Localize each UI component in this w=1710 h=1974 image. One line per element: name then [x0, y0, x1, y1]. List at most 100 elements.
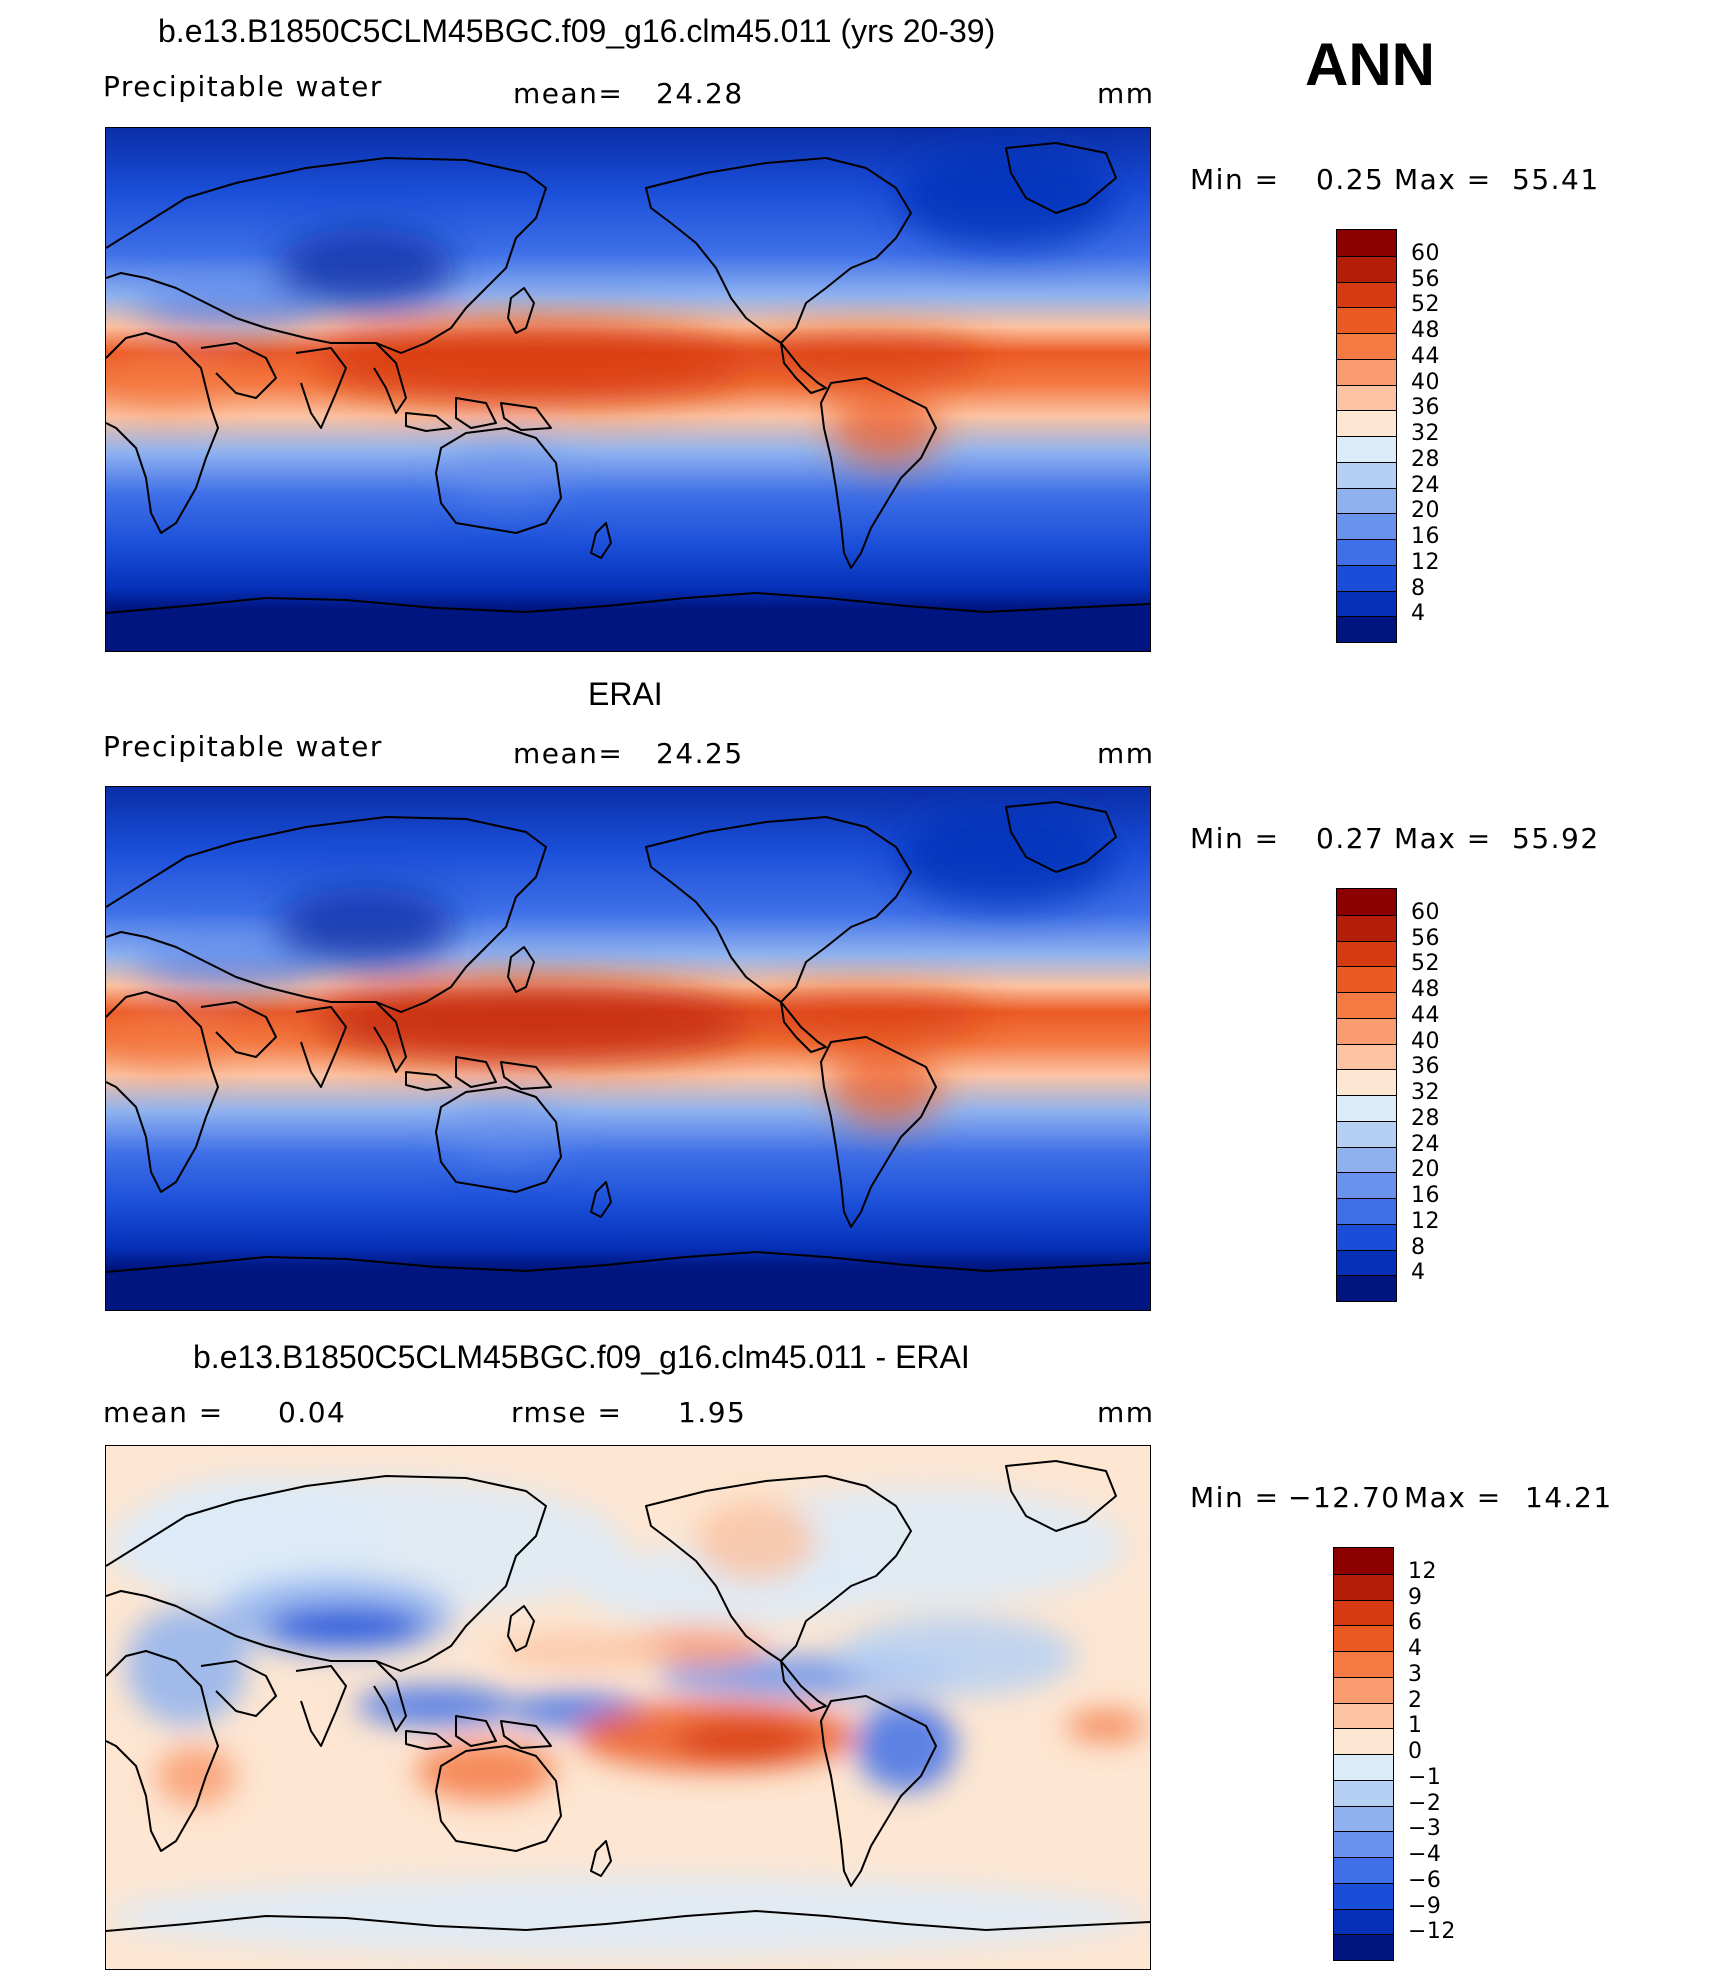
colorbar-separator — [1337, 539, 1396, 540]
coastline — [1005, 142, 1117, 214]
colorbar-swatch — [1337, 590, 1396, 617]
panel1-mean-value: 24.28 — [656, 77, 744, 110]
coastline — [1005, 801, 1117, 873]
colorbar-swatch — [1337, 1172, 1396, 1198]
colorbar-tick-label: 9 — [1408, 1584, 1423, 1610]
panel3-map — [105, 1445, 1151, 1970]
colorbar-tick-label: 44 — [1411, 1002, 1440, 1028]
colorbar-swatch — [1334, 1779, 1393, 1806]
colorbar-separator — [1337, 1275, 1396, 1277]
colorbar-separator — [1337, 914, 1396, 916]
coastline — [106, 332, 219, 534]
coastline — [435, 1745, 562, 1852]
colorbar-separator — [1337, 1120, 1396, 1122]
colorbar-tick-label: 28 — [1411, 1105, 1440, 1131]
coastline — [500, 402, 552, 431]
panel2-max-label: Max = — [1394, 822, 1492, 855]
panel2-min-value: 0.27 — [1316, 822, 1385, 855]
colorbar-swatch — [1334, 1599, 1393, 1626]
colorbar-tick-label: 8 — [1411, 575, 1426, 601]
colorbar-separator — [1334, 1676, 1393, 1678]
coastline — [455, 1715, 497, 1747]
colorbar-swatch — [1334, 1573, 1393, 1600]
colorbar-separator — [1334, 1599, 1393, 1601]
coastline — [106, 991, 219, 1193]
coastline — [507, 1605, 535, 1652]
coastline — [590, 1181, 612, 1218]
coastline — [435, 427, 562, 534]
colorbar-tick-label: 44 — [1411, 343, 1440, 369]
colorbar-swatch — [1337, 1146, 1396, 1173]
colorbar-tick-label: 2 — [1408, 1687, 1423, 1713]
colorbar-separator — [1337, 255, 1396, 257]
coastline — [200, 342, 277, 399]
colorbar-separator — [1337, 1043, 1396, 1045]
colorbar-separator — [1337, 966, 1396, 968]
colorbar-swatch — [1337, 487, 1396, 514]
colorbar-tick-label: −9 — [1408, 1893, 1442, 1919]
colorbar-swatch — [1337, 410, 1396, 436]
coastline — [106, 1251, 1150, 1273]
panel1-mean-label: mean= — [513, 77, 624, 110]
panel2-units: mm — [1097, 737, 1155, 770]
colorbar-swatch — [1337, 384, 1396, 411]
colorbar-tick-label: 6 — [1408, 1610, 1423, 1636]
colorbar-separator — [1337, 333, 1396, 334]
colorbar-swatch — [1337, 539, 1396, 565]
map-canvas — [106, 787, 1150, 1310]
colorbar-tick-label: −3 — [1408, 1816, 1442, 1842]
colorbar-swatch — [1337, 1069, 1396, 1095]
coastline — [200, 1001, 277, 1058]
colorbar-swatch — [1337, 992, 1396, 1018]
colorbar-swatch — [1337, 1249, 1396, 1276]
colorbar-swatch — [1334, 1548, 1393, 1574]
colorbar-separator — [1334, 1573, 1393, 1575]
panel2-mean-value: 24.25 — [656, 737, 744, 770]
coastline — [106, 1475, 547, 1672]
coastline — [1005, 1460, 1117, 1532]
coastline — [373, 342, 407, 414]
panel3-min-label: Min = — [1190, 1481, 1280, 1514]
colorbar-separator — [1337, 461, 1396, 463]
panel1-max-label: Max = — [1394, 163, 1492, 196]
colorbar-tick-label: 3 — [1408, 1661, 1423, 1687]
colorbar-tick-label: 52 — [1411, 951, 1440, 977]
season-label: ANN — [1305, 31, 1435, 98]
panel3-max-value: 14.21 — [1525, 1481, 1613, 1514]
colorbar-separator — [1337, 410, 1396, 412]
colorbar-tick-label: 40 — [1411, 1028, 1440, 1054]
colorbar-tick-label: 56 — [1411, 925, 1440, 951]
colorbar-swatch — [1337, 1095, 1396, 1121]
colorbar-separator — [1337, 487, 1396, 489]
coastline — [373, 1001, 407, 1073]
panel1-colorbar — [1336, 229, 1397, 643]
colorbar-tick-label: 8 — [1411, 1234, 1426, 1260]
colorbar-swatch — [1337, 255, 1396, 282]
colorbar-swatch — [1337, 616, 1396, 642]
coastline — [106, 592, 1150, 614]
colorbar-swatch — [1337, 940, 1396, 967]
colorbar-tick-label: 4 — [1411, 601, 1426, 627]
colorbar-tick-label: 36 — [1411, 1054, 1440, 1080]
coastline — [295, 1006, 347, 1088]
colorbar-swatch — [1334, 1908, 1393, 1935]
coastline — [405, 1730, 452, 1750]
colorbar-separator — [1337, 590, 1396, 592]
colorbar-tick-label: 36 — [1411, 395, 1440, 421]
colorbar-tick-label: 16 — [1411, 1183, 1440, 1208]
colorbar-swatch — [1337, 1043, 1396, 1070]
colorbar-separator — [1334, 1908, 1393, 1910]
coastline — [295, 347, 347, 429]
coastline — [500, 1061, 552, 1090]
colorbar-swatch — [1337, 1275, 1396, 1301]
colorbar-tick-label: 16 — [1411, 524, 1440, 549]
panel1-title: b.e13.B1850C5CLM45BGC.f09_g16.clm45.011 … — [158, 13, 996, 49]
colorbar-separator — [1334, 1857, 1393, 1858]
colorbar-swatch — [1337, 564, 1396, 591]
panel3-mean-label: mean = — [103, 1396, 224, 1429]
colorbar-swatch — [1334, 1882, 1393, 1909]
coastline — [780, 1001, 827, 1053]
field-features — [106, 807, 1116, 1162]
colorbar-separator — [1337, 940, 1396, 942]
coastline — [435, 1086, 562, 1193]
